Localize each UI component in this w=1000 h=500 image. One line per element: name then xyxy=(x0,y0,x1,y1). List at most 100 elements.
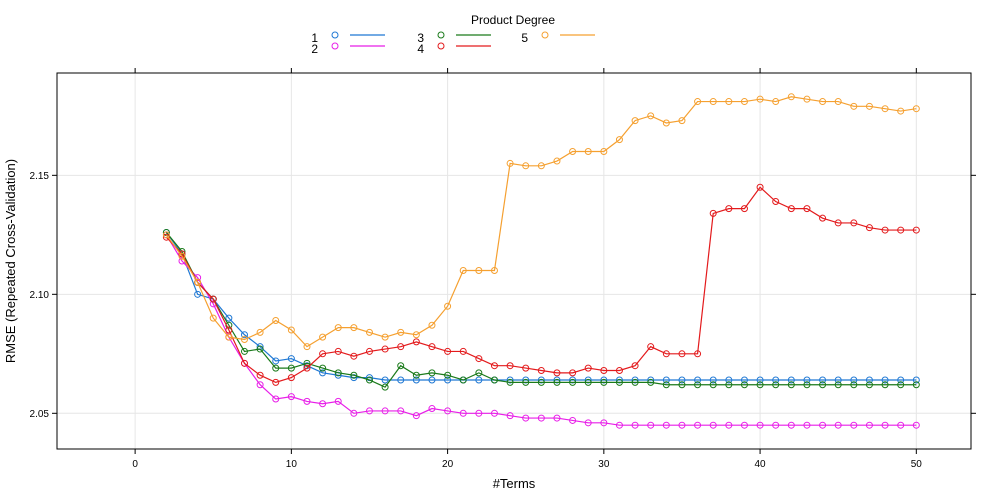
data-point xyxy=(272,364,280,372)
data-point xyxy=(615,376,623,384)
legend-item-2: 2 xyxy=(311,42,385,56)
data-point xyxy=(475,267,483,275)
data-point xyxy=(240,359,248,367)
legend-item-3: 3 xyxy=(417,31,491,45)
data-point xyxy=(522,162,530,170)
data-point xyxy=(240,336,248,344)
data-point xyxy=(740,205,748,213)
data-point xyxy=(678,381,686,389)
data-point xyxy=(600,376,608,384)
data-point xyxy=(647,343,655,351)
series-line xyxy=(165,96,917,348)
data-point xyxy=(381,407,389,415)
data-point xyxy=(819,214,827,222)
data-point xyxy=(334,397,342,405)
data-point xyxy=(850,102,858,110)
data-point xyxy=(694,421,702,429)
data-point xyxy=(569,148,577,156)
data-point xyxy=(490,362,498,370)
data-point xyxy=(725,381,733,389)
data-point xyxy=(756,421,764,429)
data-point xyxy=(506,412,514,420)
data-point xyxy=(287,326,295,334)
data-point xyxy=(350,352,358,360)
data-point xyxy=(194,290,202,298)
data-point xyxy=(662,119,670,127)
data-point xyxy=(319,364,327,372)
data-point xyxy=(678,350,686,358)
data-point xyxy=(412,376,420,384)
y-tick-label: 2.05 xyxy=(30,409,50,420)
data-point xyxy=(553,157,561,165)
data-point xyxy=(600,148,608,156)
legend-label: 5 xyxy=(521,31,528,45)
data-point xyxy=(834,421,842,429)
data-point xyxy=(865,376,873,384)
data-point xyxy=(709,381,717,389)
data-point xyxy=(694,350,702,358)
data-point xyxy=(397,407,405,415)
data-point xyxy=(600,378,608,386)
data-point xyxy=(834,376,842,384)
data-point xyxy=(631,378,639,386)
data-point xyxy=(725,98,733,106)
data-point xyxy=(381,345,389,353)
data-point xyxy=(772,98,780,106)
data-point xyxy=(381,376,389,384)
data-point xyxy=(803,95,811,103)
data-point xyxy=(756,376,764,384)
data-point xyxy=(740,376,748,384)
data-point xyxy=(631,376,639,384)
data-point xyxy=(631,117,639,125)
series-3 xyxy=(162,228,920,391)
data-point xyxy=(287,393,295,401)
legend-label: 1 xyxy=(311,31,318,45)
x-tick-label: 0 xyxy=(132,459,138,470)
data-point xyxy=(569,416,577,424)
data-point xyxy=(475,369,483,377)
data-point xyxy=(490,409,498,417)
x-tick-label: 30 xyxy=(598,459,610,470)
data-point xyxy=(209,314,217,322)
data-point xyxy=(412,331,420,339)
legend-label: 4 xyxy=(417,42,424,56)
x-tick-label: 50 xyxy=(911,459,923,470)
data-point xyxy=(912,421,920,429)
data-point xyxy=(444,407,452,415)
data-point xyxy=(772,376,780,384)
data-point xyxy=(240,331,248,339)
legend-point-swatch xyxy=(437,31,445,39)
data-point xyxy=(350,324,358,332)
x-axis-title: #Terms xyxy=(493,476,536,491)
data-point xyxy=(850,421,858,429)
data-point xyxy=(647,112,655,120)
x-tick-label: 40 xyxy=(755,459,767,470)
data-point xyxy=(287,364,295,372)
grid xyxy=(57,73,971,449)
data-point xyxy=(490,376,498,384)
data-point xyxy=(522,364,530,372)
data-point xyxy=(319,369,327,377)
data-point xyxy=(897,421,905,429)
legend-label: 3 xyxy=(417,31,424,45)
data-point xyxy=(725,421,733,429)
y-tick-label: 2.10 xyxy=(30,290,50,301)
data-point xyxy=(897,381,905,389)
data-point xyxy=(319,400,327,408)
data-point xyxy=(272,357,280,365)
data-point xyxy=(569,376,577,384)
data-point xyxy=(584,148,592,156)
data-point xyxy=(225,333,233,341)
data-point xyxy=(459,347,467,355)
data-point xyxy=(397,328,405,336)
data-point xyxy=(787,421,795,429)
data-point xyxy=(553,378,561,386)
data-point xyxy=(881,421,889,429)
data-point xyxy=(615,136,623,144)
data-point xyxy=(537,162,545,170)
data-point xyxy=(834,219,842,227)
data-point xyxy=(615,378,623,386)
data-point xyxy=(787,205,795,213)
legend-item-4: 4 xyxy=(417,42,491,56)
data-point xyxy=(662,350,670,358)
